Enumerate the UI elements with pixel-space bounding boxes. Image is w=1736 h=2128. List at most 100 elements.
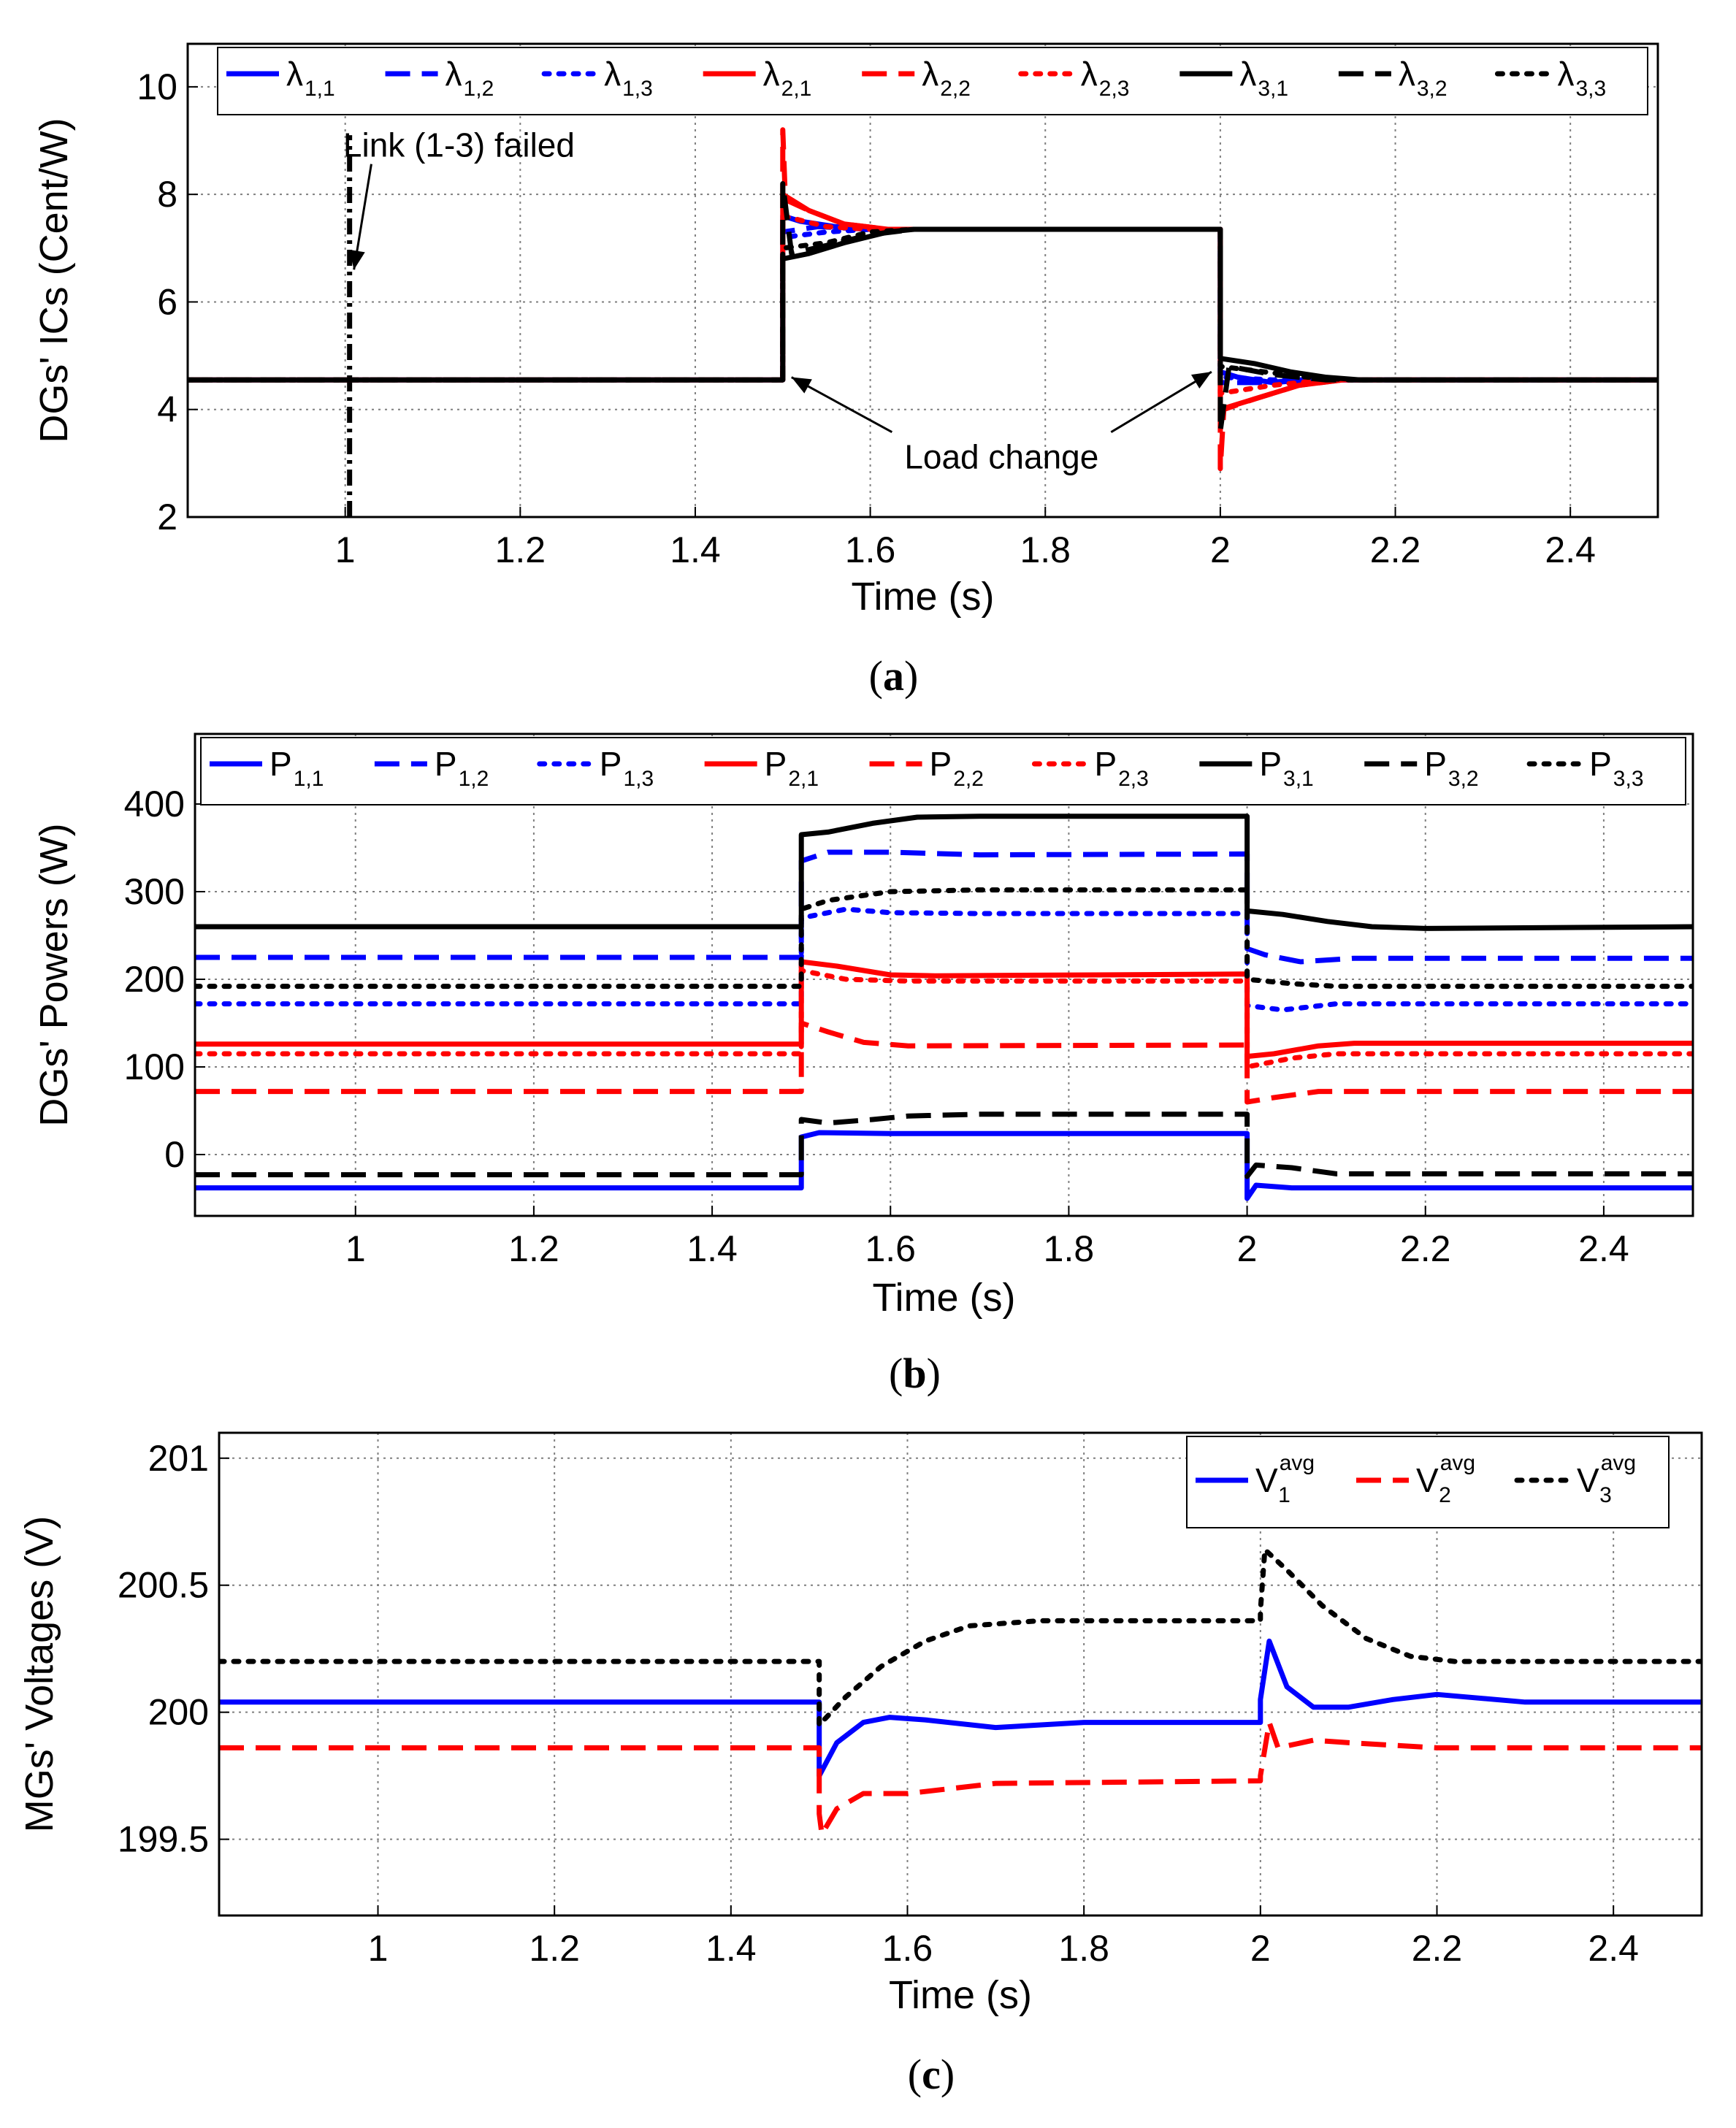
panel-caption: (c) bbox=[908, 2051, 955, 2098]
x-axis-label: Time (s) bbox=[852, 575, 995, 619]
caption-open: ( bbox=[889, 1350, 903, 1397]
series-line-lambda-1-2 bbox=[188, 223, 1658, 386]
y-axis-label: DGs' Powers (W) bbox=[32, 823, 76, 1126]
series-line-lambda-2-2 bbox=[188, 127, 1658, 472]
y-tick-label: 300 bbox=[124, 871, 185, 912]
x-axis-label: Time (s) bbox=[873, 1276, 1016, 1320]
series-line-P-1-2 bbox=[195, 849, 1693, 965]
caption-letter: c bbox=[922, 2051, 941, 2098]
x-tick-label: 1.8 bbox=[1044, 1228, 1095, 1269]
x-tick-label: 1.8 bbox=[1058, 1928, 1109, 1969]
legend-box bbox=[1186, 1436, 1670, 1528]
x-tick-label: 1.6 bbox=[845, 529, 896, 570]
legend-subscript: 1,2 bbox=[459, 767, 489, 791]
legend-subscript: 2,3 bbox=[1118, 767, 1149, 791]
x-tick-label: 2.4 bbox=[1578, 1228, 1629, 1269]
caption-open: ( bbox=[908, 2051, 922, 2098]
x-tick-label: 2.4 bbox=[1588, 1928, 1639, 1969]
caption-close: ) bbox=[941, 2051, 955, 2098]
series-line-lambda-3-2 bbox=[188, 181, 1658, 434]
chart-panel-c: 1 1.2 1.4 1.6 1.8 2 2.2 2.4199.5200200.5201Vavg… bbox=[18, 1431, 1703, 2098]
legend-subscript: 1,3 bbox=[622, 77, 653, 101]
axes-frame bbox=[186, 42, 1659, 518]
legend-superscript: avg bbox=[1601, 1451, 1636, 1475]
annotation-arrowhead bbox=[349, 249, 365, 270]
annotation-arrowhead bbox=[791, 377, 812, 394]
y-tick-label: 200 bbox=[148, 1692, 209, 1733]
legend-subscript: 1,1 bbox=[294, 767, 324, 791]
legend-subscript: 2,1 bbox=[788, 767, 819, 791]
series-line-P-2-2 bbox=[195, 1020, 1693, 1105]
x-tick-label: 1.2 bbox=[529, 1928, 580, 1969]
y-tick-label: 2 bbox=[157, 497, 177, 537]
y-tick-label: 6 bbox=[157, 281, 177, 322]
legend-subscript: 3,1 bbox=[1258, 77, 1288, 101]
x-tick-label: 1 bbox=[335, 529, 356, 570]
plot-area bbox=[219, 1547, 1702, 1837]
legend-subscript: 3,1 bbox=[1283, 767, 1314, 791]
x-tick-label: 2.2 bbox=[1400, 1228, 1451, 1269]
annotation-text: Load change bbox=[904, 438, 1098, 476]
series-line-V-1 bbox=[219, 1638, 1702, 1779]
x-tick-label: 2.2 bbox=[1412, 1928, 1463, 1969]
legend-subscript: 1 bbox=[1278, 1483, 1290, 1507]
x-tick-label: 2 bbox=[1237, 1228, 1258, 1269]
legend-subscript: 2 bbox=[1439, 1483, 1451, 1507]
series-line-V-3 bbox=[219, 1547, 1702, 1728]
legend: Vavg 1 Vavg 2 Vavg 3 bbox=[1186, 1436, 1670, 1528]
x-tick-label: 2.4 bbox=[1545, 529, 1596, 570]
y-tick-label: 100 bbox=[124, 1046, 185, 1087]
legend-subscript: 3,3 bbox=[1613, 767, 1644, 791]
y-tick-label: 200.5 bbox=[118, 1565, 209, 1606]
series-line-lambda-1-3 bbox=[188, 226, 1658, 383]
caption-letter: b bbox=[903, 1350, 926, 1397]
y-axis-label: MGs' Voltages (V) bbox=[18, 1516, 61, 1832]
y-tick-label: 201 bbox=[148, 1438, 209, 1479]
x-tick-label: 1.4 bbox=[670, 529, 721, 570]
x-tick-label: 1.6 bbox=[865, 1228, 916, 1269]
x-axis-label: Time (s) bbox=[889, 1973, 1032, 2017]
series-line-lambda-3-3 bbox=[188, 226, 1658, 383]
legend-subscript: 3,2 bbox=[1448, 767, 1479, 791]
legend-subscript: 3 bbox=[1599, 1483, 1612, 1507]
legend-subscript: 3,3 bbox=[1575, 77, 1606, 101]
x-tick-label: 1.2 bbox=[508, 1228, 559, 1269]
x-tick-label: 1 bbox=[345, 1228, 366, 1269]
legend-subscript: 2,2 bbox=[953, 767, 984, 791]
legend-box bbox=[217, 47, 1648, 115]
legend-subscript: 1,3 bbox=[623, 767, 654, 791]
caption-close: ) bbox=[904, 652, 918, 700]
x-tick-label: 1.2 bbox=[495, 529, 546, 570]
panel-caption: (a) bbox=[869, 652, 919, 700]
series-line-P-3-2 bbox=[195, 1111, 1693, 1179]
annotation-arrow bbox=[1110, 370, 1212, 434]
series-line-P-3-3 bbox=[195, 887, 1693, 990]
caption-close: ) bbox=[927, 1350, 941, 1397]
plot-area bbox=[195, 814, 1693, 1201]
series-line-P-2-1 bbox=[195, 959, 1693, 1060]
series-line-lambda-3-1 bbox=[188, 226, 1658, 383]
legend-subscript: 1,2 bbox=[464, 77, 494, 101]
x-tick-label: 1.4 bbox=[706, 1928, 757, 1969]
legend-subscript: 2,3 bbox=[1099, 77, 1130, 101]
plot-area bbox=[188, 127, 1658, 517]
series-line-lambda-2-3 bbox=[188, 213, 1658, 397]
y-tick-label: 200 bbox=[124, 959, 185, 1000]
series-line-P-2-3 bbox=[195, 968, 1693, 1070]
legend-superscript: avg bbox=[1440, 1451, 1475, 1475]
x-tick-label: 1.4 bbox=[687, 1228, 738, 1269]
legend-subscript: 2,2 bbox=[940, 77, 971, 101]
x-tick-label: 1.6 bbox=[882, 1928, 933, 1969]
annotation-text: Link (1-3) failed bbox=[343, 126, 575, 164]
series-line-P-3-1 bbox=[195, 814, 1693, 931]
legend: P1,1 P1,2 P1,3 P2,1 P2,2 P2,3 P3,1 P3,2 P3,3 bbox=[200, 737, 1686, 805]
legend-subscript: 1,1 bbox=[305, 77, 335, 101]
y-tick-label: 199.5 bbox=[118, 1819, 209, 1860]
y-tick-label: 10 bbox=[137, 66, 177, 107]
y-tick-label: 400 bbox=[124, 784, 185, 824]
series-line-V-2 bbox=[219, 1720, 1702, 1837]
y-tick-label: 8 bbox=[157, 174, 177, 215]
x-tick-label: 2 bbox=[1210, 529, 1231, 570]
annotation-arrowhead bbox=[1190, 372, 1212, 389]
axes-frame bbox=[194, 732, 1694, 1217]
